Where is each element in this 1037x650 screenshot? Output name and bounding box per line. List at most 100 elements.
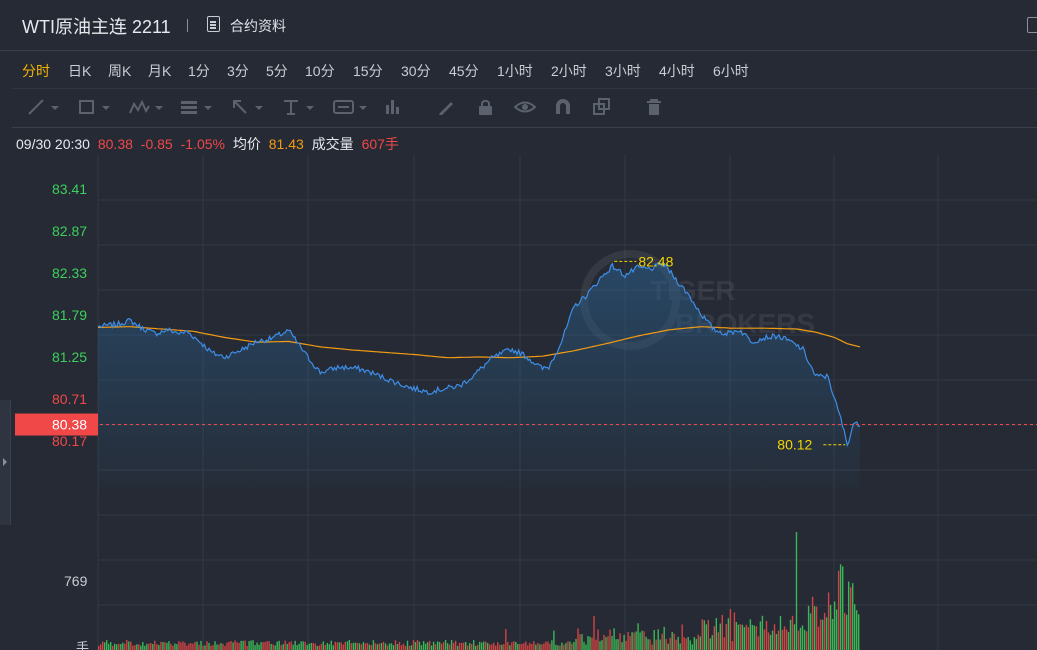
y-axis-labels: 83.41 82.87 82.33 81.79 81.25 80.71 80.17 [52, 181, 87, 449]
volume-bar [745, 624, 748, 650]
volume-bar [372, 640, 375, 650]
volume-bar [132, 645, 134, 650]
volume-bar [591, 637, 593, 650]
measure-tool-icon[interactable] [333, 98, 369, 116]
volume-bar [246, 646, 248, 650]
bar-tool-icon[interactable] [384, 98, 404, 116]
wave-tool-icon[interactable] [129, 98, 165, 116]
quote-info-bar: 09/30 20:30 80.38 -0.85 -1.05% 均价 81.43 … [16, 134, 403, 154]
volume-bar [577, 628, 579, 650]
tab-period-5[interactable]: 3分 [227, 63, 249, 79]
volume-bar [374, 643, 377, 650]
tab-period-11[interactable]: 1小时 [497, 63, 533, 79]
fib-tool-icon[interactable] [180, 98, 214, 116]
volume-value: 607手 [361, 136, 399, 152]
volume-bar [278, 640, 280, 650]
lock-icon[interactable] [476, 98, 496, 116]
tab-period-14[interactable]: 4小时 [659, 63, 695, 79]
copy-icon[interactable] [592, 98, 612, 116]
volume-bar [603, 634, 605, 650]
volume-bar [733, 612, 736, 650]
volume-bar [240, 640, 242, 650]
volume-bar [346, 641, 349, 650]
volume-bar [846, 614, 848, 650]
volume-bar [801, 625, 804, 650]
quote-time: 09/30 20:30 [16, 136, 90, 152]
line-tool-icon[interactable] [27, 98, 61, 116]
volume-bar [535, 644, 537, 650]
tab-period-8[interactable]: 15分 [353, 63, 383, 79]
tab-period-3[interactable]: 月K [148, 63, 172, 79]
volume-bar [432, 641, 435, 650]
pen-icon[interactable] [437, 98, 457, 116]
volume-bar [258, 644, 260, 650]
current-price-label: 80.38 [52, 417, 87, 433]
tab-period-12[interactable]: 2小时 [551, 63, 587, 79]
volume-bar [523, 643, 525, 650]
volume-bar [858, 614, 860, 650]
volume-bar [723, 637, 725, 650]
volume-bar [394, 640, 397, 650]
volume-bar [140, 645, 142, 650]
volume-bar [330, 640, 332, 650]
contract-info-link[interactable]: 合约资料 [230, 18, 286, 34]
volume-bar [807, 605, 810, 650]
arrow-tool-icon[interactable] [231, 98, 265, 116]
volume-bar [481, 642, 483, 650]
volume-bar [735, 622, 738, 650]
volume-bar [436, 641, 439, 650]
volume-bar [152, 644, 154, 650]
volume-bar [318, 645, 320, 650]
volume-bar [507, 641, 509, 650]
volume-bar [400, 645, 403, 650]
volume-bar [856, 610, 858, 650]
tab-period-4[interactable]: 1分 [188, 63, 210, 79]
volume-bar [414, 642, 417, 650]
volume-bar [296, 645, 298, 650]
tab-period-10[interactable]: 45分 [449, 63, 479, 79]
volume-bar [705, 624, 707, 650]
chart-settings-icon[interactable] [1027, 17, 1037, 33]
side-panel-toggle[interactable] [0, 400, 11, 525]
volume-bar [230, 641, 232, 650]
volume-bar [631, 632, 633, 650]
volume-bar [350, 643, 353, 650]
volume-bar [517, 643, 519, 650]
volume-bar [306, 644, 308, 650]
document-icon[interactable] [207, 16, 220, 32]
tab-period-7[interactable]: 10分 [305, 63, 335, 79]
volume-bar [334, 641, 336, 650]
volume-bar [599, 641, 601, 650]
volume-bar [308, 643, 310, 650]
volume-bar [527, 645, 529, 650]
volume-bar [741, 624, 744, 650]
volume-bar [543, 643, 545, 650]
volume-bar [485, 641, 487, 650]
magnet-icon[interactable] [553, 98, 573, 116]
tab-period-2[interactable]: 周K [108, 63, 132, 79]
volume-bar [751, 624, 754, 650]
intraday-chart[interactable]: TIGER BROKERS 80.38 83.4182.8782.3381.79… [0, 155, 1037, 650]
volume-bar [268, 641, 270, 650]
tab-period-1[interactable]: 日K [68, 63, 92, 79]
tab-period-6[interactable]: 5分 [266, 63, 288, 79]
tab-period-15[interactable]: 6小时 [713, 63, 749, 79]
volume-bar [250, 640, 252, 650]
tab-period-9[interactable]: 30分 [401, 63, 431, 79]
eye-icon[interactable] [514, 98, 536, 116]
volume-bar [312, 642, 314, 650]
tab-period-13[interactable]: 3小时 [605, 63, 641, 79]
volume-bar [725, 624, 727, 650]
rect-tool-icon[interactable] [78, 98, 112, 116]
volume-bar [150, 643, 152, 650]
volume-bar [368, 644, 371, 650]
tab-period-0[interactable]: 分时 [22, 63, 50, 79]
volume-bar [338, 642, 340, 650]
trash-icon[interactable] [644, 98, 664, 116]
volume-bar [781, 629, 784, 650]
volume-bar [208, 643, 210, 650]
volume-bar [689, 640, 691, 650]
volume-bar [497, 642, 499, 650]
text-tool-icon[interactable] [282, 98, 316, 116]
volume-bar [216, 644, 218, 650]
